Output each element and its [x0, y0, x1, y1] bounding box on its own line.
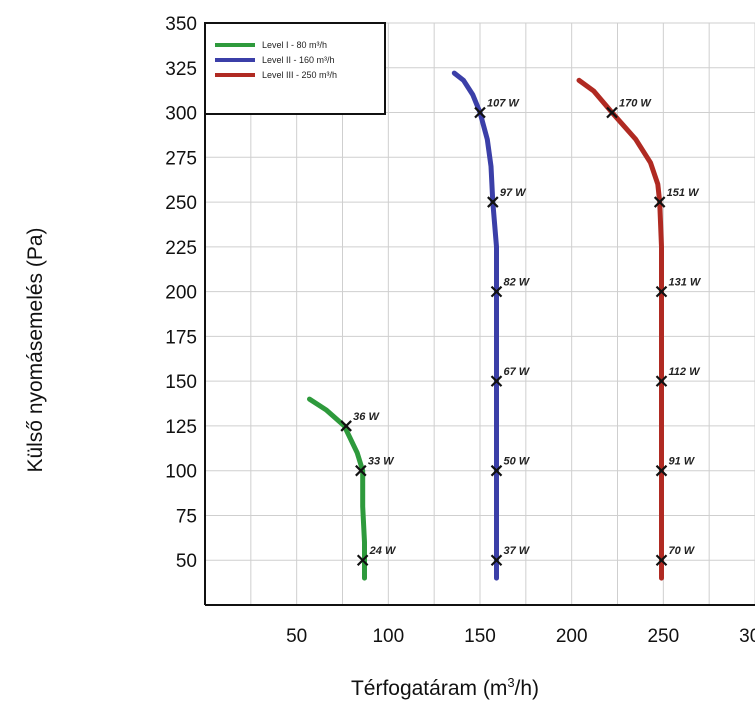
data-point: 151 W	[653, 187, 700, 208]
cross-marker	[655, 464, 668, 477]
data-point: 67 W	[490, 366, 531, 387]
data-label: 24 W	[369, 545, 397, 557]
cross-marker	[474, 106, 486, 119]
cross-marker	[655, 375, 668, 387]
data-label: 37 W	[504, 545, 531, 557]
data-point: 97 W	[487, 187, 527, 208]
data-point: 131 W	[655, 277, 702, 298]
y-tick-label: 200	[165, 283, 197, 304]
y-tick-label: 125	[165, 417, 197, 438]
cross-marker	[490, 464, 503, 477]
data-point: 37 W	[490, 545, 531, 567]
x-tick-label: 100	[372, 626, 404, 647]
cross-marker	[340, 420, 352, 432]
data-label: 33 W	[368, 456, 395, 468]
x-tick-label: 300	[739, 626, 755, 647]
data-label: 151 W	[667, 187, 700, 199]
cross-marker	[606, 106, 618, 119]
data-point: 112 W	[655, 366, 702, 387]
data-point: 82 W	[490, 277, 531, 298]
x-tick-label: 250	[647, 626, 679, 647]
data-label: 131 W	[669, 277, 702, 289]
y-tick-label: 250	[165, 193, 197, 214]
data-label: 170 W	[619, 98, 652, 110]
y-tick-label: 350	[165, 14, 197, 35]
data-point: 107 W	[474, 98, 520, 119]
y-tick-labels: 50 75 100 125 150 175 200 225 250 275 300 325 350	[165, 14, 197, 572]
y-tick-label: 75	[176, 506, 197, 527]
cross-marker	[655, 285, 668, 298]
cross-marker	[356, 554, 369, 567]
x-axis-title-main: Térfogatáram (m	[351, 677, 507, 700]
data-label: 50 W	[504, 456, 531, 468]
series-line	[307, 396, 367, 581]
data-point: 50 W	[490, 456, 531, 477]
data-label: 112 W	[669, 366, 702, 378]
data-point: 170 W	[606, 98, 652, 119]
legend-label: Level II - 160 m³/h	[262, 55, 335, 65]
legend-label: Level I - 80 m³/h	[262, 40, 327, 50]
data-label: 97 W	[500, 187, 527, 199]
x-tick-label: 50	[286, 626, 307, 647]
legend: Level I - 80 m³/h Level II - 160 m³/h Leve…	[204, 22, 386, 115]
x-axis-title: Térfogatáram (m3/h)	[351, 675, 539, 700]
legend-box	[204, 22, 386, 115]
data-point: 36 W	[340, 411, 380, 432]
y-tick-label: 150	[165, 372, 197, 393]
data-point: 24 W	[356, 545, 397, 567]
y-tick-label: 325	[165, 59, 197, 80]
data-label: 91 W	[669, 456, 696, 468]
cross-marker	[487, 196, 499, 208]
cross-marker	[490, 375, 503, 387]
legend-label: Level III - 250 m³/h	[262, 70, 337, 80]
x-tick-label: 150	[464, 626, 496, 647]
y-tick-label: 100	[165, 462, 197, 483]
x-axis-title-sup: 3	[507, 675, 514, 690]
y-tick-label: 50	[176, 551, 197, 572]
data-point: 91 W	[655, 456, 696, 477]
data-label: 82 W	[504, 277, 531, 289]
data-label: 67 W	[504, 366, 531, 378]
cross-marker	[655, 554, 668, 567]
cross-marker	[490, 554, 503, 567]
y-tick-label: 175	[165, 327, 197, 348]
x-axis-title-end: /h)	[515, 677, 540, 700]
x-tick-labels: 50 100 150 200 250 300	[286, 626, 755, 647]
data-point: 33 W	[355, 456, 395, 477]
y-tick-label: 225	[165, 238, 197, 259]
data-label: 107 W	[487, 98, 520, 110]
cross-marker	[355, 464, 367, 477]
y-tick-label: 300	[165, 104, 197, 125]
y-tick-label: 275	[165, 148, 197, 169]
cross-marker	[490, 285, 503, 298]
data-point: 70 W	[655, 545, 696, 567]
data-label: 70 W	[669, 545, 696, 557]
y-axis-title: Külső nyomásemelés (Pa)	[24, 227, 47, 472]
x-tick-label: 200	[556, 626, 588, 647]
axes	[204, 23, 755, 606]
cross-marker	[653, 196, 666, 208]
series-markers: 36 W 33 W 24 W 107 W 97 W 82 W 67 W 50 W 37 W 170…	[340, 98, 702, 567]
data-label: 36 W	[353, 411, 380, 423]
